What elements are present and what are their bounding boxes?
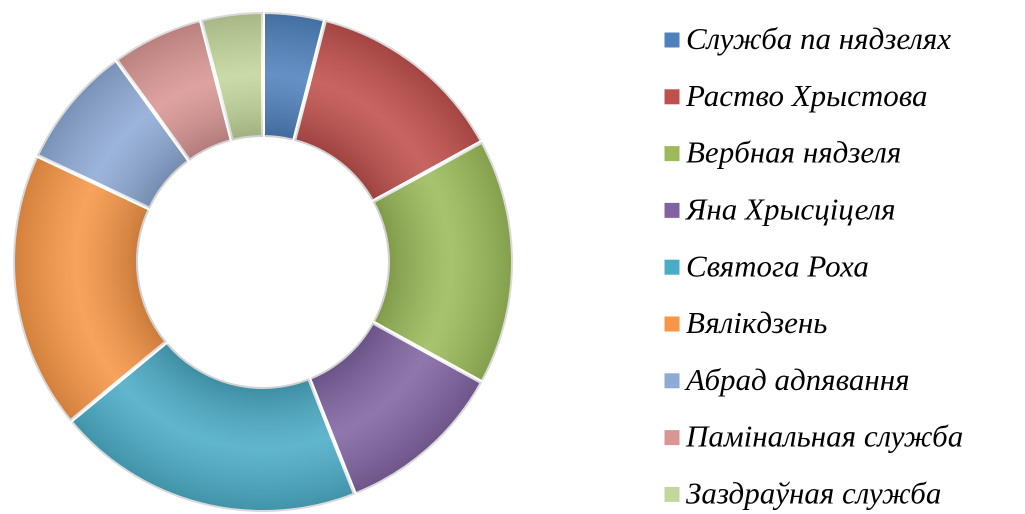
legend-label: Раство Хрыстова [685, 78, 928, 113]
legend-swatch [663, 315, 681, 333]
segment-shade [116, 19, 232, 161]
legend-swatch [663, 88, 681, 106]
legend-swatch [663, 145, 681, 163]
segment-shade [309, 322, 483, 495]
legend-label: Вербная нядзеля [686, 135, 901, 170]
legend-label: Заздраўная служба [686, 476, 941, 511]
segment-shade [12, 155, 167, 422]
legend-swatch [663, 258, 681, 276]
legend-swatch [663, 31, 681, 49]
legend-swatch [663, 429, 681, 447]
legend-label: Служба па нядзелях [686, 21, 951, 56]
legend-label: Яна Хрысціцеля [684, 192, 896, 227]
segment-shade [36, 59, 190, 209]
segment-shade [263, 12, 326, 141]
legend-label: Вялікдзень [686, 305, 827, 340]
legend-label: Святога Роха [686, 248, 869, 283]
legend-label: Памінальная служба [685, 419, 963, 454]
legend-swatch [663, 201, 681, 219]
segment-shade [70, 341, 356, 512]
segment-shade [294, 19, 483, 202]
legend-swatch [663, 485, 681, 503]
segment-shade [372, 141, 513, 383]
legend-swatch [663, 372, 681, 390]
segment-shade [200, 12, 263, 141]
legend-label: Абрад адпявання [684, 362, 910, 397]
